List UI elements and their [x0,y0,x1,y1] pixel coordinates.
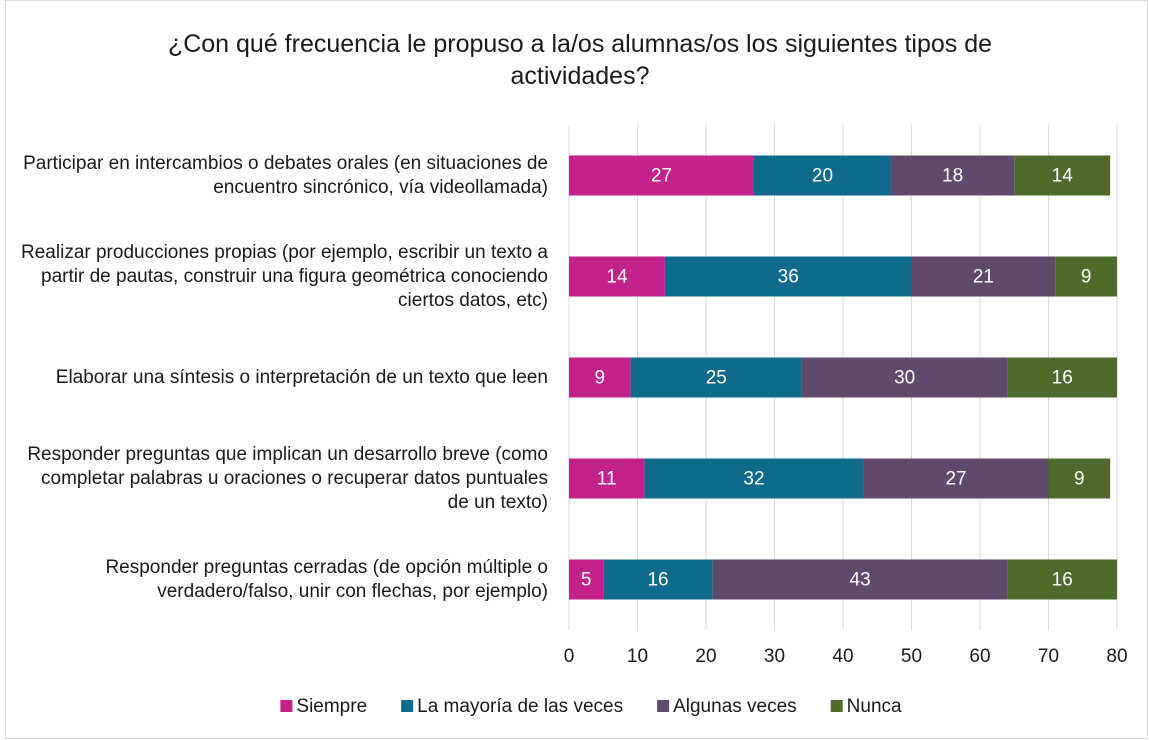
x-tick-label: 80 [1106,646,1127,667]
bar-segment [569,458,645,499]
bar-segment [911,256,1056,297]
category-label: Responder preguntas cerradas (de opción … [105,556,548,602]
data-label: 27 [651,166,672,187]
bar-segment [569,256,665,297]
bar-segment [569,155,754,196]
bar-segment [890,155,1015,196]
bar-segment [863,458,1049,499]
legend-label: Siempre [296,696,367,717]
legend-swatch [830,700,843,712]
bar-segment [630,357,802,398]
data-label: 16 [1052,368,1073,389]
bar-segment [1055,256,1117,297]
bar-segment [1048,458,1111,499]
data-label: 9 [1074,469,1085,490]
category-label: Elaborar una síntesis o interpretación d… [55,366,548,388]
data-label: 43 [850,570,871,591]
x-tick-label: 40 [832,646,853,667]
data-label: 14 [1052,166,1074,187]
data-label: 16 [1052,570,1073,591]
data-label: 5 [581,570,592,591]
category-label: Responder preguntas que implican un desa… [27,443,548,513]
legend-label: La mayoría de las veces [417,696,623,717]
legend-swatch [657,700,670,712]
x-tick-label: 50 [901,646,922,667]
data-label: 32 [743,469,764,490]
x-tick-label: 10 [627,646,648,667]
x-tick-label: 30 [764,646,785,667]
data-label: 14 [606,267,628,288]
chart-title: ¿Con qué frecuencia le propuso a la/os a… [167,30,993,90]
bar-segment [569,357,631,398]
chart-border [5,0,1148,739]
legend-swatch [401,700,414,712]
data-label: 30 [894,368,915,389]
bar-segment [1014,155,1111,196]
x-tick-label: 20 [695,646,716,667]
x-tick-label: 60 [969,646,990,667]
data-label: 18 [942,166,963,187]
bar-segment [712,559,1008,600]
x-tick-label: 70 [1038,646,1059,667]
legend-label: Algunas veces [673,696,797,717]
data-label: 11 [597,469,617,490]
bar-segment [1007,559,1117,600]
bar-segment [801,357,1008,398]
data-label: 20 [812,166,833,187]
data-label: 27 [945,469,966,490]
legend-swatch [280,700,293,712]
bar-segment [664,256,912,297]
data-label: 16 [647,570,668,591]
category-label: Participar en intercambios o debates ora… [23,152,548,198]
data-label: 21 [973,267,994,288]
bar-segment [644,458,864,499]
data-label: 36 [778,267,799,288]
x-tick-label: 0 [564,646,575,667]
category-label: Realizar producciones propias (por ejemp… [21,241,548,311]
bar-segment [753,155,891,196]
data-label: 25 [706,368,727,389]
bar-segment [1007,357,1117,398]
data-label: 9 [595,368,606,389]
bar-segment [569,559,604,600]
legend-label: Nunca [847,696,902,717]
bar-segment [603,559,713,600]
data-label: 9 [1081,267,1092,288]
